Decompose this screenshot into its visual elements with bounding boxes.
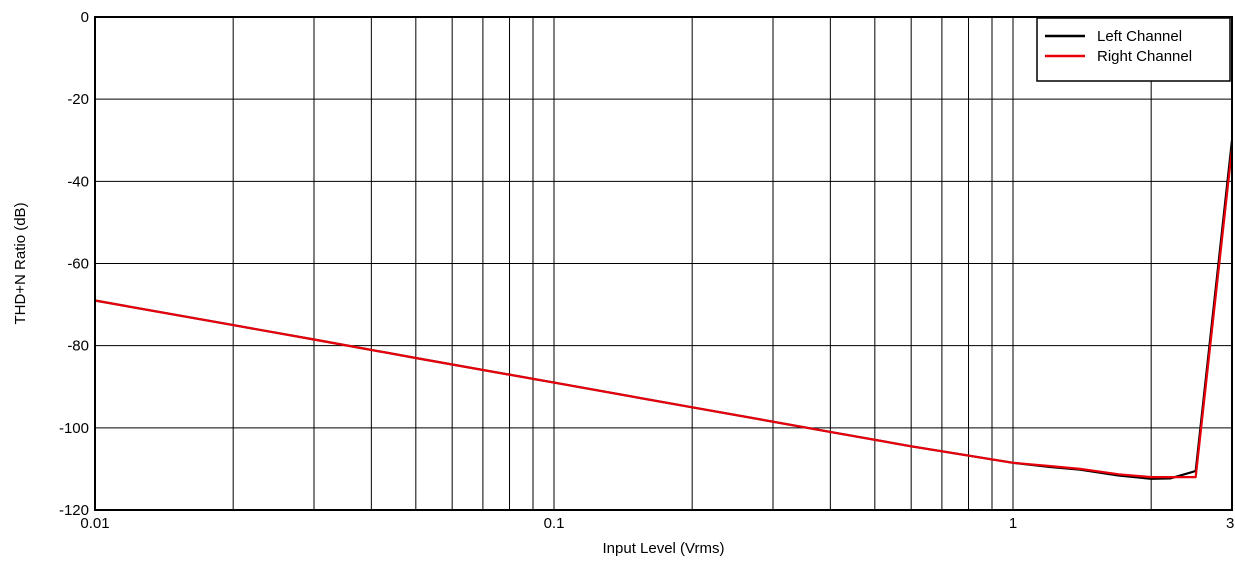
series-layer xyxy=(94,140,1234,480)
y-axis-title: THD+N Ratio (dB) xyxy=(12,202,29,324)
x-tick-labels: 0.01 0.1 1 3 xyxy=(80,515,1234,532)
y-tick-label: -40 xyxy=(67,173,89,190)
y-tick-label: -80 xyxy=(67,338,89,355)
x-tick-label: 0.1 xyxy=(544,515,565,532)
legend-box xyxy=(1036,17,1231,82)
x-tick-label: 0.01 xyxy=(80,515,109,532)
legend-label-right-channel: Right Channel xyxy=(1097,48,1192,65)
y-tick-label: -60 xyxy=(67,256,89,273)
y-tick-labels: 0 -20 -40 -60 -80 -100 -120 xyxy=(59,9,89,519)
y-tick-label: -100 xyxy=(59,420,89,437)
x-axis-title: Input Level (Vrms) xyxy=(603,540,725,557)
legend: Left Channel Right Channel xyxy=(1036,17,1231,82)
y-tick-label: 0 xyxy=(81,9,89,26)
series-line-right-channel xyxy=(94,148,1234,479)
y-tick-label: -120 xyxy=(59,502,89,519)
horizontal-gridlines xyxy=(95,98,1232,429)
plot-frame xyxy=(94,16,1233,511)
x-tick-label: 3 xyxy=(1226,515,1234,532)
y-tick-label: -20 xyxy=(67,91,89,108)
x-tick-label: 1 xyxy=(1009,515,1017,532)
legend-label-left-channel: Left Channel xyxy=(1097,28,1182,45)
